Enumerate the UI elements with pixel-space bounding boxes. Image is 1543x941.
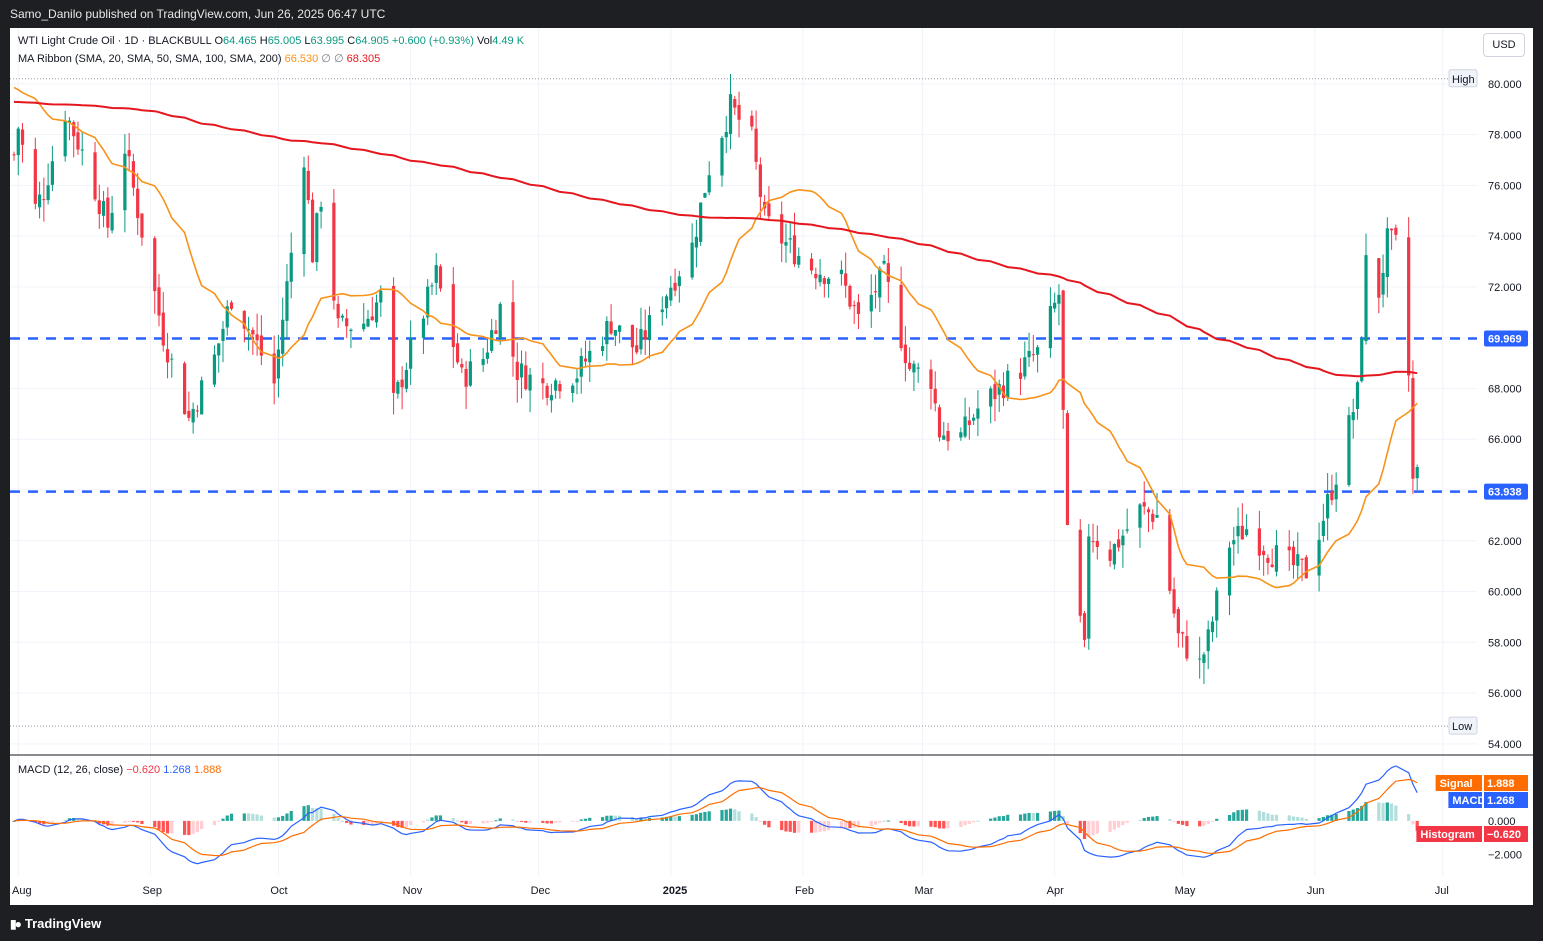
publish-info: Samo_Danilo published on TradingView.com… (10, 7, 386, 21)
tradingview-logo[interactable]: ▮● TradingView (10, 916, 101, 931)
volume-label: Vol (476, 35, 493, 47)
currency-button[interactable]: USD (1483, 33, 1525, 57)
high-value: 65.005 (267, 35, 302, 47)
footer: ▮● TradingView (0, 906, 1543, 941)
ma20-value: 66.530 (284, 53, 319, 65)
open-value: 64.465 (223, 35, 257, 47)
ma-ribbon-legend: MA Ribbon (SMA, 20, SMA, 50, SMA, 100, S… (18, 52, 380, 65)
macd-histogram-value: −0.620 (126, 764, 161, 776)
ma200-value: 68.305 (346, 53, 381, 65)
close-label: C (347, 35, 356, 47)
symbol-title[interactable]: WTI Light Crude Oil · 1D · BLACKBULL (18, 35, 212, 47)
chart-frame (10, 28, 1533, 905)
macd-legend: MACD (12, 26, close) −0.620 1.268 1.888 (18, 764, 221, 776)
close-value: 64.905 (355, 35, 389, 47)
open-label: O (214, 35, 224, 47)
change-value: +0.600 (+0.93%) (391, 35, 474, 47)
ma-ribbon-title[interactable]: MA Ribbon (SMA, 20, SMA, 50, SMA, 100, S… (18, 53, 282, 65)
symbol-legend: WTI Light Crude Oil · 1D · BLACKBULL O64… (18, 35, 524, 47)
macd-title[interactable]: MACD (12, 26, close) (18, 764, 124, 776)
low-value: 63.995 (310, 35, 345, 47)
ma100-empty: ∅ (333, 53, 344, 65)
tradingview-logo-icon: ▮● (10, 916, 22, 931)
volume-value: 4.49 K (492, 35, 525, 47)
brand-label: TradingView (24, 916, 102, 931)
macd-signal-value: 1.888 (193, 764, 222, 776)
macd-line-value: 1.268 (163, 764, 191, 776)
ma50-empty: ∅ (321, 53, 331, 65)
publish-header: Samo_Danilo published on TradingView.com… (0, 0, 1543, 28)
high-label: H (259, 35, 268, 47)
low-label: L (304, 35, 311, 47)
